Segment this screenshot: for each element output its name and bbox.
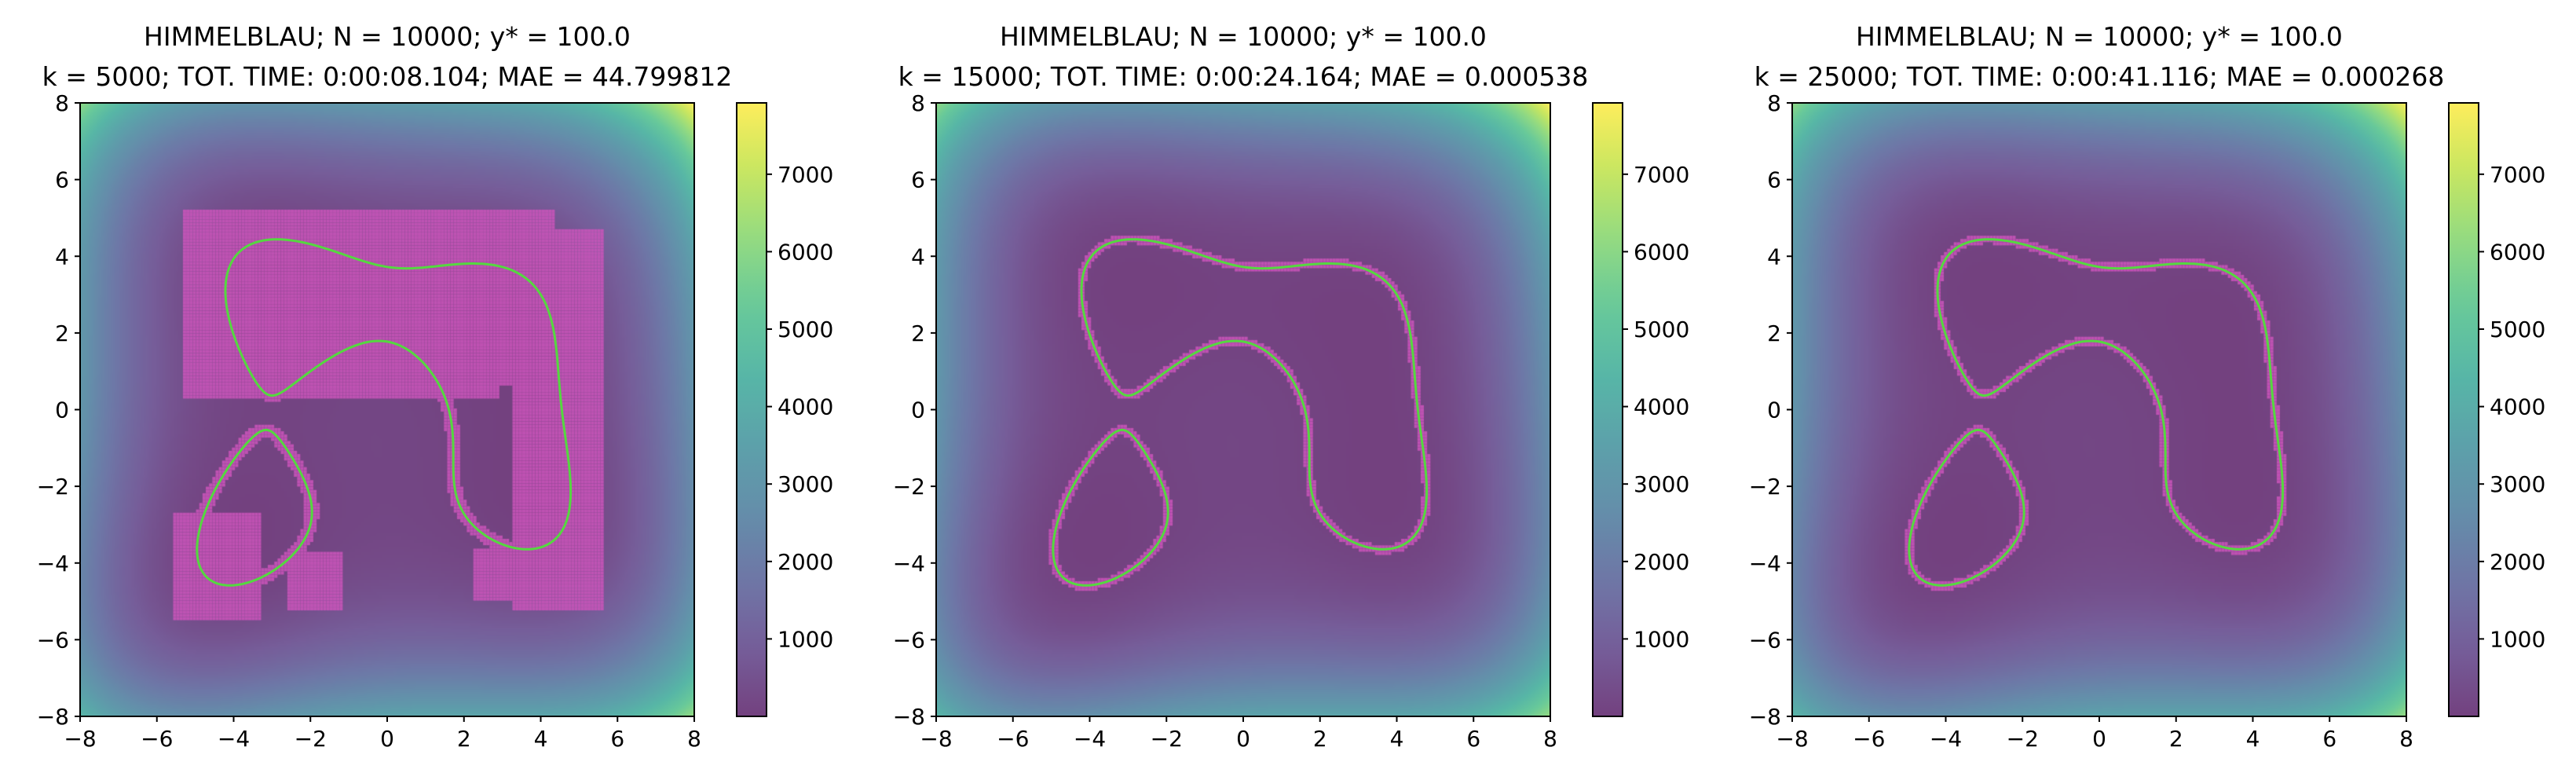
x-tick-label: −6	[141, 726, 173, 752]
sample-points	[1792, 103, 2406, 716]
y-tick-label: −2	[893, 474, 925, 500]
x-tick-label: 4	[2246, 726, 2260, 752]
x-tick-label: 8	[2399, 726, 2413, 752]
y-tick-label: 2	[55, 320, 69, 346]
level-curve	[1908, 238, 2285, 587]
y-tick-label: 8	[55, 90, 69, 116]
y-tick-label: 0	[55, 397, 69, 423]
x-tick-label: 2	[457, 726, 471, 752]
colorbar-tick-label: 3000	[2490, 471, 2545, 497]
y-tick-label: −4	[37, 551, 69, 577]
colorbar	[2449, 103, 2479, 716]
x-tick-label: −4	[1074, 726, 1106, 752]
colorbar-tick-label: 1000	[1634, 626, 1689, 652]
y-tick-label: −6	[893, 627, 925, 653]
sample-points	[80, 103, 694, 716]
chart-title: HIMMELBLAU; N = 10000; y* = 100.0	[1856, 21, 2343, 52]
chart-subtitle: k = 15000; TOT. TIME: 0:00:24.164; MAE =…	[898, 61, 1589, 92]
y-tick-label: 2	[911, 320, 925, 346]
colorbar-tick-label: 6000	[1634, 239, 1689, 265]
x-tick-label: 0	[1236, 726, 1250, 752]
x-tick-label: 0	[380, 726, 394, 752]
colorbar-tick-label: 2000	[1634, 549, 1689, 575]
y-tick-label: −6	[1749, 627, 1781, 653]
colorbar-tick-label: 1000	[2490, 626, 2545, 652]
colorbar-tick-label: 7000	[778, 162, 833, 188]
y-tick-label: 2	[1767, 320, 1781, 346]
colorbar-tick-label: 3000	[778, 471, 833, 497]
x-tick-label: 2	[1313, 726, 1327, 752]
y-tick-label: 6	[1767, 167, 1781, 193]
colorbar-tick-label: 7000	[2490, 162, 2545, 188]
colorbar-tick-label: 2000	[2490, 549, 2545, 575]
colorbar-tick-label: 3000	[1634, 471, 1689, 497]
y-tick-label: 4	[911, 244, 925, 269]
chart-title: HIMMELBLAU; N = 10000; y* = 100.0	[1000, 21, 1487, 52]
colorbar	[1593, 103, 1623, 716]
y-tick-label: −4	[893, 551, 925, 577]
x-tick-label: 8	[1543, 726, 1557, 752]
colorbar	[737, 103, 767, 716]
x-tick-label: −2	[1151, 726, 1183, 752]
x-tick-label: 6	[2322, 726, 2336, 752]
chart-subtitle: k = 5000; TOT. TIME: 0:00:08.104; MAE = …	[42, 61, 733, 92]
x-tick-label: −4	[1930, 726, 1962, 752]
y-tick-label: 6	[911, 167, 925, 193]
x-tick-label: −8	[920, 726, 952, 752]
x-tick-label: −8	[64, 726, 96, 752]
y-tick-label: −8	[37, 704, 69, 730]
x-tick-label: −6	[997, 726, 1029, 752]
x-tick-label: −2	[2007, 726, 2039, 752]
colorbar-tick-label: 2000	[778, 549, 833, 575]
y-tick-label: −8	[893, 704, 925, 730]
x-tick-label: 4	[534, 726, 548, 752]
panel-1: −8 −6 −4 −2 0 2 4 6 8 −8 −6 −4 −2 0 2 4 6 8 HIMMELBLAU; N …	[37, 21, 834, 752]
y-tick-label: 8	[1767, 90, 1781, 116]
colorbar-tick-label: 5000	[1634, 317, 1689, 342]
colorbar-tick-label: 7000	[1634, 162, 1689, 188]
colorbar-frame	[2448, 102, 2479, 717]
y-tick-label: 8	[911, 90, 925, 116]
colorbar-tick-label: 4000	[2490, 394, 2545, 420]
x-tick-label: −4	[218, 726, 250, 752]
x-tick-label: 8	[687, 726, 701, 752]
x-tick-label: 6	[1466, 726, 1480, 752]
colorbar-tick-label: 1000	[778, 626, 833, 652]
y-tick-label: 4	[1767, 244, 1781, 269]
colorbar-tick-label: 6000	[778, 239, 833, 265]
colorbar-frame	[736, 102, 767, 717]
y-tick-label: −2	[1749, 474, 1781, 500]
y-tick-label: 0	[911, 397, 925, 423]
y-tick-label: −4	[1749, 551, 1781, 577]
y-tick-label: −2	[37, 474, 69, 500]
colorbar-frame	[1592, 102, 1623, 717]
x-tick-label: 6	[610, 726, 624, 752]
level-curve	[196, 238, 573, 587]
x-tick-label: −8	[1776, 726, 1808, 752]
colorbar-tick-label: 6000	[2490, 239, 2545, 265]
panel-3: −8 −6 −4 −2 0 2 4 6 8 −8 −6 −4 −2 0 2 4 6 8 HIMMELBLAU; N …	[1749, 21, 2546, 752]
panel-2: −8 −6 −4 −2 0 2 4 6 8 −8 −6 −4 −2 0 2 4 6 8 HIMMELBLAU; N …	[893, 21, 1690, 752]
x-tick-label: 4	[1390, 726, 1404, 752]
x-tick-label: 2	[2169, 726, 2183, 752]
y-tick-label: −8	[1749, 704, 1781, 730]
colorbar-tick-label: 5000	[2490, 317, 2545, 342]
level-curve	[1052, 238, 1429, 587]
y-tick-label: 4	[55, 244, 69, 269]
x-tick-label: −2	[295, 726, 327, 752]
x-tick-label: −6	[1853, 726, 1885, 752]
y-tick-label: 0	[1767, 397, 1781, 423]
chart-title: HIMMELBLAU; N = 10000; y* = 100.0	[144, 21, 631, 52]
sample-points	[936, 103, 1550, 716]
colorbar-tick-label: 4000	[1634, 394, 1689, 420]
y-tick-label: 6	[55, 167, 69, 193]
x-tick-label: 0	[2092, 726, 2106, 752]
y-tick-label: −6	[37, 627, 69, 653]
chart-subtitle: k = 25000; TOT. TIME: 0:00:41.116; MAE =…	[1755, 61, 2445, 92]
colorbar-tick-label: 4000	[778, 394, 833, 420]
colorbar-tick-label: 5000	[778, 317, 833, 342]
